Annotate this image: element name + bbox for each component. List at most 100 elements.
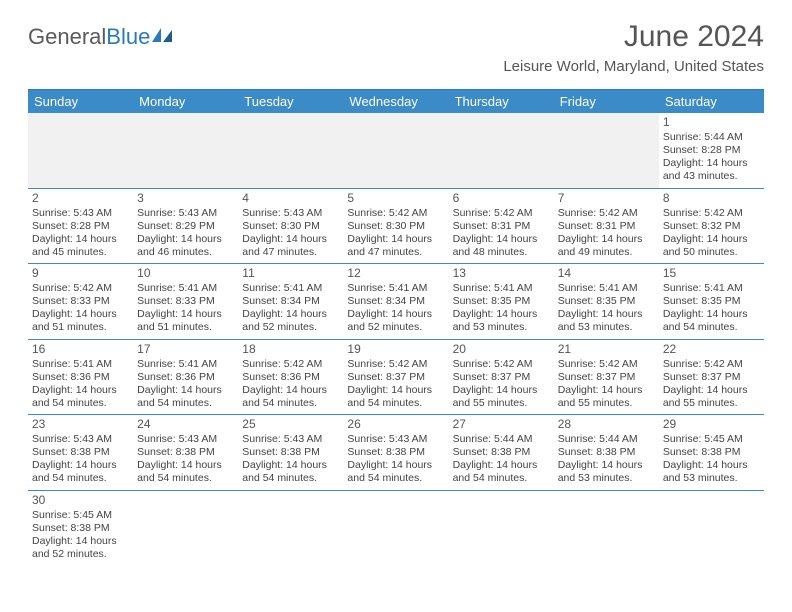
calendar-cell: 26Sunrise: 5:43 AMSunset: 8:38 PMDayligh… — [343, 415, 448, 490]
sunrise-text: Sunrise: 5:44 AM — [558, 433, 655, 446]
daylight-text: Daylight: 14 hours and 46 minutes. — [137, 233, 234, 259]
calendar-cell: 8Sunrise: 5:42 AMSunset: 8:32 PMDaylight… — [659, 189, 764, 264]
daylight-text: Daylight: 14 hours and 48 minutes. — [453, 233, 550, 259]
daylight-text: Daylight: 14 hours and 54 minutes. — [347, 459, 444, 485]
sunset-text: Sunset: 8:31 PM — [453, 220, 550, 233]
calendar-cell — [449, 113, 554, 188]
daylight-text: Daylight: 14 hours and 51 minutes. — [137, 308, 234, 334]
day-header: Wednesday — [343, 90, 448, 113]
calendar-cell — [133, 491, 238, 566]
daylight-text: Daylight: 14 hours and 52 minutes. — [347, 308, 444, 334]
calendar-cell: 14Sunrise: 5:41 AMSunset: 8:35 PMDayligh… — [554, 264, 659, 339]
calendar-cell: 19Sunrise: 5:42 AMSunset: 8:37 PMDayligh… — [343, 340, 448, 415]
sunrise-text: Sunrise: 5:43 AM — [137, 433, 234, 446]
day-number: 13 — [453, 266, 550, 281]
calendar-cell: 17Sunrise: 5:41 AMSunset: 8:36 PMDayligh… — [133, 340, 238, 415]
day-number: 11 — [242, 266, 339, 281]
page-subtitle: Leisure World, Maryland, United States — [28, 58, 764, 75]
day-header: Thursday — [449, 90, 554, 113]
day-number: 17 — [137, 342, 234, 357]
day-number: 24 — [137, 417, 234, 432]
calendar-cell: 9Sunrise: 5:42 AMSunset: 8:33 PMDaylight… — [28, 264, 133, 339]
daylight-text: Daylight: 14 hours and 54 minutes. — [137, 459, 234, 485]
daylight-text: Daylight: 14 hours and 47 minutes. — [242, 233, 339, 259]
calendar-cell: 4Sunrise: 5:43 AMSunset: 8:30 PMDaylight… — [238, 189, 343, 264]
logo: GeneralBlue — [28, 24, 174, 50]
daylight-text: Daylight: 14 hours and 54 minutes. — [32, 459, 129, 485]
sunset-text: Sunset: 8:28 PM — [663, 144, 760, 157]
daylight-text: Daylight: 14 hours and 54 minutes. — [663, 308, 760, 334]
header: GeneralBlue June 2024 Leisure World, Mar… — [0, 0, 792, 81]
sunrise-text: Sunrise: 5:41 AM — [558, 282, 655, 295]
sunrise-text: Sunrise: 5:41 AM — [137, 282, 234, 295]
sunset-text: Sunset: 8:37 PM — [347, 371, 444, 384]
sunrise-text: Sunrise: 5:41 AM — [137, 358, 234, 371]
day-number: 29 — [663, 417, 760, 432]
calendar-cell: 12Sunrise: 5:41 AMSunset: 8:34 PMDayligh… — [343, 264, 448, 339]
daylight-text: Daylight: 14 hours and 53 minutes. — [663, 459, 760, 485]
calendar-cell: 25Sunrise: 5:43 AMSunset: 8:38 PMDayligh… — [238, 415, 343, 490]
day-number: 30 — [32, 493, 129, 508]
day-number: 21 — [558, 342, 655, 357]
day-number: 15 — [663, 266, 760, 281]
calendar-week: 16Sunrise: 5:41 AMSunset: 8:36 PMDayligh… — [28, 340, 764, 416]
day-number: 9 — [32, 266, 129, 281]
sunrise-text: Sunrise: 5:43 AM — [137, 207, 234, 220]
daylight-text: Daylight: 14 hours and 49 minutes. — [558, 233, 655, 259]
daylight-text: Daylight: 14 hours and 51 minutes. — [32, 308, 129, 334]
calendar-cell: 16Sunrise: 5:41 AMSunset: 8:36 PMDayligh… — [28, 340, 133, 415]
logo-text-2: Blue — [106, 24, 150, 50]
daylight-text: Daylight: 14 hours and 54 minutes. — [347, 384, 444, 410]
sunset-text: Sunset: 8:33 PM — [32, 295, 129, 308]
sunset-text: Sunset: 8:34 PM — [242, 295, 339, 308]
calendar-cell: 7Sunrise: 5:42 AMSunset: 8:31 PMDaylight… — [554, 189, 659, 264]
day-header: Monday — [133, 90, 238, 113]
sunrise-text: Sunrise: 5:42 AM — [558, 358, 655, 371]
sunset-text: Sunset: 8:38 PM — [242, 446, 339, 459]
calendar-week: 30Sunrise: 5:45 AMSunset: 8:38 PMDayligh… — [28, 491, 764, 566]
calendar-cell: 21Sunrise: 5:42 AMSunset: 8:37 PMDayligh… — [554, 340, 659, 415]
sunrise-text: Sunrise: 5:42 AM — [453, 207, 550, 220]
sunset-text: Sunset: 8:35 PM — [663, 295, 760, 308]
calendar-cell: 6Sunrise: 5:42 AMSunset: 8:31 PMDaylight… — [449, 189, 554, 264]
calendar-cell — [133, 113, 238, 188]
daylight-text: Daylight: 14 hours and 54 minutes. — [137, 384, 234, 410]
calendar-cell: 18Sunrise: 5:42 AMSunset: 8:36 PMDayligh… — [238, 340, 343, 415]
calendar-cell: 28Sunrise: 5:44 AMSunset: 8:38 PMDayligh… — [554, 415, 659, 490]
calendar-cell: 23Sunrise: 5:43 AMSunset: 8:38 PMDayligh… — [28, 415, 133, 490]
day-number: 27 — [453, 417, 550, 432]
daylight-text: Daylight: 14 hours and 55 minutes. — [663, 384, 760, 410]
day-number: 22 — [663, 342, 760, 357]
sunrise-text: Sunrise: 5:41 AM — [32, 358, 129, 371]
day-number: 8 — [663, 191, 760, 206]
calendar-cell — [238, 491, 343, 566]
calendar-cell — [343, 491, 448, 566]
day-header: Saturday — [659, 90, 764, 113]
sunset-text: Sunset: 8:38 PM — [453, 446, 550, 459]
sunset-text: Sunset: 8:32 PM — [663, 220, 760, 233]
sunrise-text: Sunrise: 5:45 AM — [32, 509, 129, 522]
sunset-text: Sunset: 8:34 PM — [347, 295, 444, 308]
sunset-text: Sunset: 8:35 PM — [453, 295, 550, 308]
day-number: 23 — [32, 417, 129, 432]
day-number: 10 — [137, 266, 234, 281]
sunset-text: Sunset: 8:36 PM — [242, 371, 339, 384]
calendar-cell: 5Sunrise: 5:42 AMSunset: 8:30 PMDaylight… — [343, 189, 448, 264]
sunrise-text: Sunrise: 5:41 AM — [663, 282, 760, 295]
sunset-text: Sunset: 8:36 PM — [32, 371, 129, 384]
sunset-text: Sunset: 8:38 PM — [347, 446, 444, 459]
calendar-cell — [554, 113, 659, 188]
daylight-text: Daylight: 14 hours and 54 minutes. — [242, 384, 339, 410]
sunrise-text: Sunrise: 5:42 AM — [558, 207, 655, 220]
daylight-text: Daylight: 14 hours and 50 minutes. — [663, 233, 760, 259]
calendar-cell: 1Sunrise: 5:44 AMSunset: 8:28 PMDaylight… — [659, 113, 764, 188]
calendar-cell — [554, 491, 659, 566]
day-number: 1 — [663, 115, 760, 130]
daylight-text: Daylight: 14 hours and 45 minutes. — [32, 233, 129, 259]
sunrise-text: Sunrise: 5:42 AM — [242, 358, 339, 371]
sunset-text: Sunset: 8:38 PM — [137, 446, 234, 459]
sunset-text: Sunset: 8:31 PM — [558, 220, 655, 233]
calendar-cell: 24Sunrise: 5:43 AMSunset: 8:38 PMDayligh… — [133, 415, 238, 490]
daylight-text: Daylight: 14 hours and 55 minutes. — [558, 384, 655, 410]
calendar-cell: 27Sunrise: 5:44 AMSunset: 8:38 PMDayligh… — [449, 415, 554, 490]
